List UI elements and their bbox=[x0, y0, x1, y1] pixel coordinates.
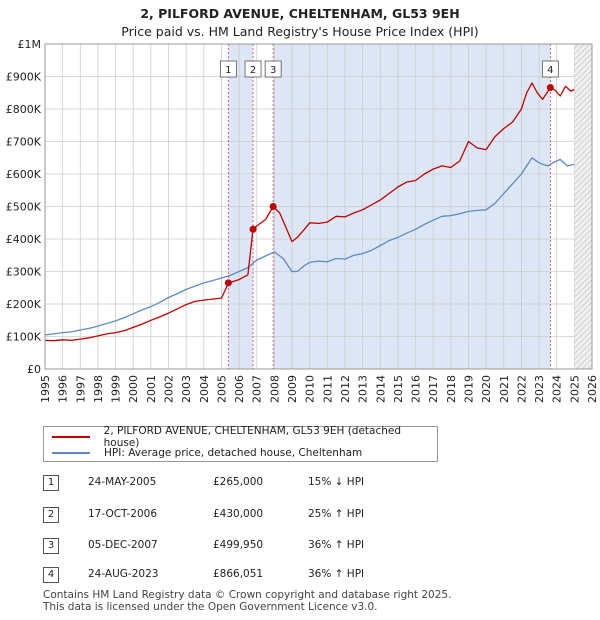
x-tick-label: 2007 bbox=[251, 375, 264, 403]
legend-swatch-hpi bbox=[52, 452, 90, 454]
y-tick-label: £1M bbox=[18, 38, 42, 51]
footer-attribution: Contains HM Land Registry data © Crown c… bbox=[43, 589, 451, 613]
x-tick-label: 2001 bbox=[145, 375, 158, 403]
transaction-label-box bbox=[244, 60, 262, 78]
transaction-date: 17-OCT-2006 bbox=[88, 508, 157, 520]
footer-line: This data is licensed under the Open Gov… bbox=[43, 601, 378, 613]
legend-label-hpi: HPI: Average price, detached house, Chel… bbox=[104, 447, 363, 459]
x-tick-label: 2014 bbox=[374, 375, 387, 403]
legend-entry-hpi: HPI: Average price, detached house, Chel… bbox=[52, 445, 362, 461]
x-tick-label: 1995 bbox=[39, 375, 52, 403]
x-tick-label: 2009 bbox=[286, 375, 299, 403]
x-tick-label: 2026 bbox=[586, 375, 599, 403]
transaction-price: £265,000 bbox=[213, 476, 264, 488]
transaction-row: 4 24-AUG-2023 £866,051 36% ↑ HPI bbox=[43, 567, 563, 587]
x-tick-label: 2024 bbox=[551, 375, 564, 403]
transaction-hpi-diff: 36% ↑ HPI bbox=[308, 568, 365, 580]
transaction-label: 3 bbox=[270, 65, 276, 76]
transaction-number: 1 bbox=[43, 475, 59, 491]
chart-subtitle: Price paid vs. HM Land Registry's House … bbox=[121, 24, 479, 39]
x-tick-label: 2023 bbox=[533, 375, 546, 403]
transaction-date: 05-DEC-2007 bbox=[88, 539, 158, 551]
transaction-hpi-diff: 15% ↓ HPI bbox=[308, 476, 365, 488]
y-tick-label: £0 bbox=[27, 363, 41, 376]
transaction-hpi-diff: 36% ↑ HPI bbox=[308, 539, 365, 551]
transaction-label-box bbox=[264, 60, 282, 78]
transaction-point bbox=[546, 84, 554, 92]
x-tick-label: 2016 bbox=[410, 375, 423, 403]
x-tick-label: 2008 bbox=[268, 375, 281, 403]
transaction-number: 4 bbox=[43, 567, 59, 583]
x-tick-label: 2006 bbox=[233, 375, 246, 403]
y-tick-label: £100K bbox=[6, 331, 42, 344]
transaction-label-box bbox=[541, 60, 559, 78]
x-tick-label: 1999 bbox=[110, 375, 123, 403]
transaction-price: £499,950 bbox=[213, 539, 264, 551]
x-tick-label: 2020 bbox=[480, 375, 493, 403]
transaction-number: 2 bbox=[43, 507, 59, 523]
price-chart: 1 2 3 4 £0 £100K £200K £300K £400K £500K £600K £70… bbox=[6, 38, 599, 403]
y-tick-label: £400K bbox=[6, 233, 42, 246]
legend-label-price: 2, PILFORD AVENUE, CHELTENHAM, GL53 9EH … bbox=[103, 425, 402, 449]
transaction-point bbox=[269, 203, 277, 211]
y-tick-label: £700K bbox=[6, 136, 42, 149]
transaction-label-box bbox=[219, 60, 237, 78]
x-tick-label: 2015 bbox=[392, 375, 405, 403]
plot-border bbox=[44, 43, 593, 370]
x-tick-label: 2012 bbox=[339, 375, 352, 403]
transaction-row: 3 05-DEC-2007 £499,950 36% ↑ HPI bbox=[43, 538, 563, 558]
y-tick-label: £900K bbox=[6, 71, 42, 84]
y-tick-label: £300K bbox=[6, 266, 42, 279]
transaction-label: 4 bbox=[547, 65, 553, 76]
price-series-line bbox=[44, 82, 575, 342]
chart-legend: 2, PILFORD AVENUE, CHELTENHAM, GL53 9EH … bbox=[43, 425, 438, 462]
transaction-number: 3 bbox=[43, 538, 59, 554]
x-tick-label: 2004 bbox=[198, 375, 211, 403]
y-tick-label: £800K bbox=[6, 103, 42, 116]
x-tick-label: 2021 bbox=[498, 375, 511, 403]
y-tick-label: £600K bbox=[6, 168, 42, 181]
chart-title: 2, PILFORD AVENUE, CHELTENHAM, GL53 9EH bbox=[140, 6, 460, 21]
x-tick-label: 2017 bbox=[427, 375, 440, 403]
transaction-point bbox=[224, 279, 232, 287]
x-tick-label: 2010 bbox=[304, 375, 317, 403]
x-tick-label: 1996 bbox=[57, 375, 70, 403]
x-tick-label: 2002 bbox=[163, 375, 176, 403]
transaction-row: 1 24-MAY-2005 £265,000 15% ↓ HPI bbox=[43, 475, 563, 495]
transaction-point bbox=[249, 225, 257, 233]
transaction-row: 2 17-OCT-2006 £430,000 25% ↑ HPI bbox=[43, 507, 563, 527]
transaction-label: 2 bbox=[250, 65, 256, 76]
legend-swatch-price bbox=[52, 436, 90, 438]
footer-line: Contains HM Land Registry data © Crown c… bbox=[43, 589, 452, 601]
transaction-label: 1 bbox=[225, 65, 231, 76]
x-tick-label: 2000 bbox=[127, 375, 140, 403]
x-tick-label: 2025 bbox=[568, 375, 581, 403]
x-tick-label: 2005 bbox=[215, 375, 228, 403]
transaction-hpi-diff: 25% ↑ HPI bbox=[308, 508, 365, 520]
future-region bbox=[574, 44, 592, 369]
transaction-price: £866,051 bbox=[213, 568, 264, 580]
hpi-series-line bbox=[44, 157, 575, 336]
transaction-price: £430,000 bbox=[213, 508, 264, 520]
x-tick-label: 2019 bbox=[462, 375, 475, 403]
x-tick-label: 2022 bbox=[515, 375, 528, 403]
legend-entry-price: 2, PILFORD AVENUE, CHELTENHAM, GL53 9EH … bbox=[52, 425, 437, 449]
x-tick-label: 2013 bbox=[357, 375, 370, 403]
y-tick-label: £200K bbox=[6, 298, 42, 311]
x-tick-label: 2003 bbox=[180, 375, 193, 403]
transaction-date: 24-AUG-2023 bbox=[88, 568, 159, 580]
x-tick-label: 2018 bbox=[445, 375, 458, 403]
transaction-date: 24-MAY-2005 bbox=[88, 476, 157, 488]
y-tick-label: £500K bbox=[6, 201, 42, 214]
x-tick-label: 1998 bbox=[92, 375, 105, 403]
x-tick-label: 2011 bbox=[321, 375, 334, 403]
x-tick-label: 1997 bbox=[74, 375, 87, 403]
